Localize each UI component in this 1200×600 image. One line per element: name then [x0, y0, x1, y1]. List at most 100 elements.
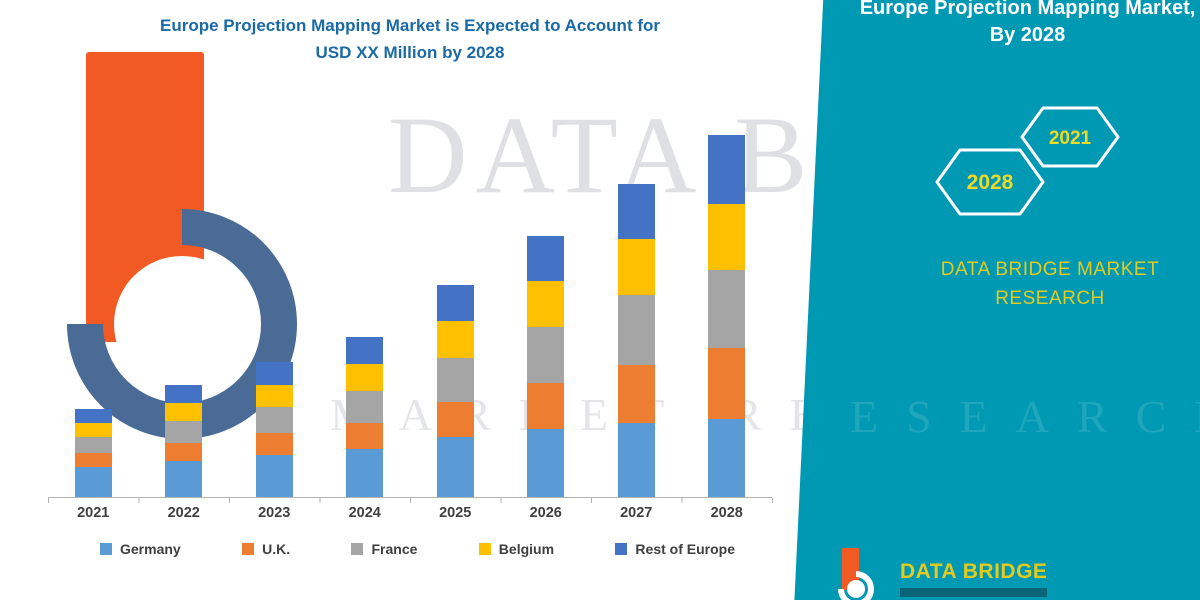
year-hexagons: 2028 2021: [935, 106, 1120, 216]
legend-item-germany: Germany: [100, 541, 181, 557]
bar-stack-2026: [527, 236, 565, 497]
bar-segment-germany-2023: [255, 455, 293, 497]
bar-segment-u-k-2021: [74, 453, 112, 467]
hexagon-2021-outline: [1020, 106, 1120, 168]
bar-stack-2022: [165, 385, 203, 497]
bar-segment-belgium-2027: [617, 239, 655, 295]
bar-stack-2021: [74, 409, 112, 497]
footer-logo-text-block: DATA BRIDGE: [900, 546, 1048, 597]
chart-legend: Germany U.K. France Belgium Rest of Europe: [100, 541, 735, 557]
legend-marker-belgium: [478, 543, 491, 555]
bar-segment-belgium-2028: [708, 204, 746, 270]
bar-segment-france-2028: [708, 270, 746, 348]
bar-column-2021: [48, 409, 139, 497]
brand-text-line2: RESEARCH: [995, 288, 1105, 309]
bar-segment-france-2022: [165, 421, 203, 443]
hexagon-2021: 2021: [1020, 106, 1120, 168]
footer-brand-label: DATA BRIDGE: [900, 560, 1048, 583]
x-label-2023: 2023: [258, 505, 291, 521]
side-panel-header-line1: Europe Projection Mapping Market,: [859, 0, 1196, 19]
x-label-2025: 2025: [439, 505, 472, 521]
legend-item-belgium: Belgium: [478, 541, 555, 557]
bar-column-2025: [410, 285, 501, 497]
bar-segment-france-2026: [527, 327, 565, 383]
hexagon-2028: 2028: [935, 148, 1045, 216]
side-panel-header: Europe Projection Mapping Market, By 202…: [855, 0, 1200, 49]
legend-marker-germany: [100, 543, 112, 555]
footer-logo-banner: [900, 588, 1048, 597]
bar-segment-belgium-2021: [74, 423, 112, 437]
chart-title: Europe Projection Mapping Market is Expe…: [70, 12, 750, 66]
bar-segment-france-2024: [346, 391, 384, 423]
bar-segment-u-k-2027: [617, 365, 655, 423]
legend-marker-u-k: [242, 543, 255, 555]
bar-segment-belgium-2022: [165, 403, 203, 421]
bar-segment-france-2021: [74, 437, 112, 453]
bar-segment-u-k-2022: [165, 443, 203, 461]
bar-column-2024: [320, 337, 411, 497]
logo-bowl-shape: [114, 256, 250, 392]
legend-item-rest-of-europe: Rest of Europe: [615, 541, 735, 557]
bar-segment-u-k-2028: [708, 348, 746, 419]
legend-marker-france: [351, 543, 364, 555]
bar-segment-rest-of-europe-2028: [708, 135, 746, 204]
bar-column-2023: [229, 362, 320, 497]
hexagon-2028-label: 2028: [967, 171, 1014, 194]
bar-column-2027: [591, 184, 682, 497]
bar-segment-germany-2028: [708, 419, 746, 497]
bar-segment-belgium-2026: [527, 281, 565, 327]
bar-column-2028: [682, 135, 773, 497]
bar-segment-u-k-2025: [436, 402, 474, 437]
bar-segment-rest-of-europe-2022: [165, 385, 203, 403]
x-label-2021: 2021: [77, 505, 110, 521]
legend-label-rest-of-europe: Rest of Europe: [635, 541, 735, 557]
bar-column-2022: [139, 385, 230, 497]
footer-logo: DATA BRIDGE: [838, 546, 1048, 600]
legend-item-france: France: [351, 541, 417, 557]
databridge-logo-large-icon: [67, 52, 297, 439]
bar-segment-belgium-2023: [255, 385, 293, 407]
chart-title-line2: USD XX Million by 2028: [315, 43, 505, 63]
bar-segment-u-k-2023: [255, 433, 293, 455]
bar-segment-france-2027: [617, 295, 655, 365]
bar-segment-rest-of-europe-2021: [74, 409, 112, 423]
legend-label-belgium: Belgium: [498, 541, 555, 557]
bar-plot: [48, 70, 772, 498]
bar-segment-belgium-2025: [436, 321, 474, 358]
bar-segment-rest-of-europe-2023: [255, 362, 293, 385]
logo-swoosh-shape: [67, 209, 297, 439]
legend-label-germany: Germany: [120, 541, 181, 557]
chart-title-line1: Europe Projection Mapping Market is Expe…: [160, 16, 660, 35]
brand-text-line1: DATA BRIDGE MARKET: [940, 259, 1160, 280]
bar-segment-germany-2025: [436, 437, 474, 497]
bar-segment-rest-of-europe-2024: [346, 337, 384, 364]
legend-label-u-k: U.K.: [262, 541, 291, 557]
logo-small-stem-shape: [842, 548, 859, 590]
bar-segment-germany-2022: [165, 461, 203, 497]
bar-segment-france-2025: [436, 358, 474, 402]
bar-segment-germany-2027: [617, 423, 655, 497]
bar-segment-germany-2026: [527, 429, 565, 497]
x-label-2028: 2028: [710, 505, 743, 521]
hexagon-2028-outline: [935, 148, 1045, 216]
bar-stack-2028: [708, 135, 746, 497]
bar-segment-rest-of-europe-2026: [527, 236, 565, 281]
bar-stack-2027: [617, 184, 655, 497]
panel-watermark-fragment: ESEARCH: [850, 391, 1200, 442]
bar-segment-germany-2024: [346, 449, 384, 497]
bar-segment-u-k-2024: [346, 423, 384, 449]
databridge-logo-small-icon: [838, 548, 874, 600]
x-label-2022: 2022: [167, 505, 200, 521]
side-panel-header-line2: By 2028: [989, 24, 1066, 46]
x-label-2024: 2024: [348, 505, 381, 521]
legend-marker-rest-of-europe: [615, 543, 628, 555]
x-axis-labels: 2021 2022 2023 2024 2025 2026 2027 2028: [48, 505, 772, 521]
x-label-2026: 2026: [529, 505, 562, 521]
bar-segment-france-2023: [255, 407, 293, 433]
bar-segment-belgium-2024: [346, 364, 384, 391]
brand-text: DATA BRIDGE MARKET RESEARCH: [885, 255, 1200, 313]
bar-column-2026: [501, 236, 592, 497]
bar-stack-2025: [436, 285, 474, 497]
